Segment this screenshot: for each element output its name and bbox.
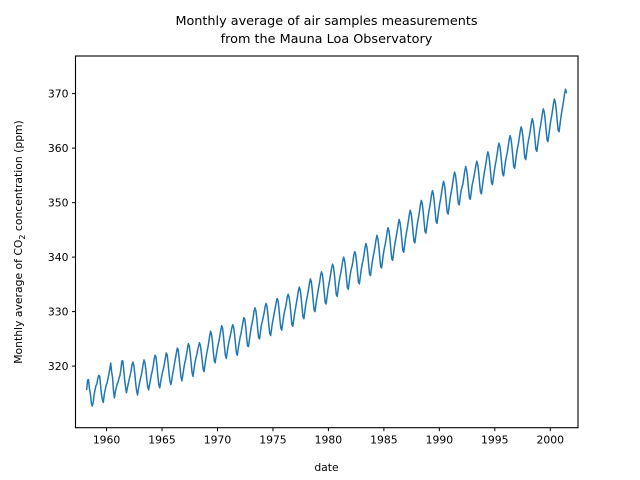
x-tick-label: 1960 xyxy=(93,434,121,447)
y-tick-label: 360 xyxy=(48,142,69,155)
chart-title-line2: from the Mauna Loa Observatory xyxy=(221,32,433,47)
x-tick-label: 1990 xyxy=(426,434,454,447)
chart-title-line1: Monthly average of air samples measureme… xyxy=(175,14,477,29)
plot-area: 1960 1965 1970 1975 1980 1985 1990 1995 2000 320 3… xyxy=(48,55,579,447)
x-tick-label: 2000 xyxy=(537,434,565,447)
y-tick-label: 370 xyxy=(48,88,69,101)
x-tick-label: 1965 xyxy=(148,434,175,447)
y-axis-label-subscript: 2 xyxy=(18,235,27,240)
x-tick-label: 1975 xyxy=(259,434,286,447)
y-axis-label-suffix: concentration (ppm) xyxy=(12,120,25,234)
y-tick-label: 330 xyxy=(48,306,69,319)
y-axis-label-prefix: Monthly average of CO xyxy=(12,240,25,364)
y-tick-label: 320 xyxy=(48,360,69,373)
x-axis-label: date xyxy=(314,461,339,474)
svg-text:Monthly average of CO2 concent: Monthly average of CO2 concentration (pp… xyxy=(12,120,27,364)
x-tick-label: 1995 xyxy=(481,434,508,447)
co2-data-line xyxy=(85,88,568,407)
x-tick-label: 1985 xyxy=(370,434,397,447)
y-tick-label: 340 xyxy=(48,251,69,264)
axes-spine-box xyxy=(74,55,579,429)
y-axis-label: Monthly average of CO2 concentration (pp… xyxy=(12,120,27,364)
x-tick-label: 1980 xyxy=(315,434,343,447)
x-tick-label: 1970 xyxy=(204,434,232,447)
y-tick-label: 350 xyxy=(48,197,69,210)
